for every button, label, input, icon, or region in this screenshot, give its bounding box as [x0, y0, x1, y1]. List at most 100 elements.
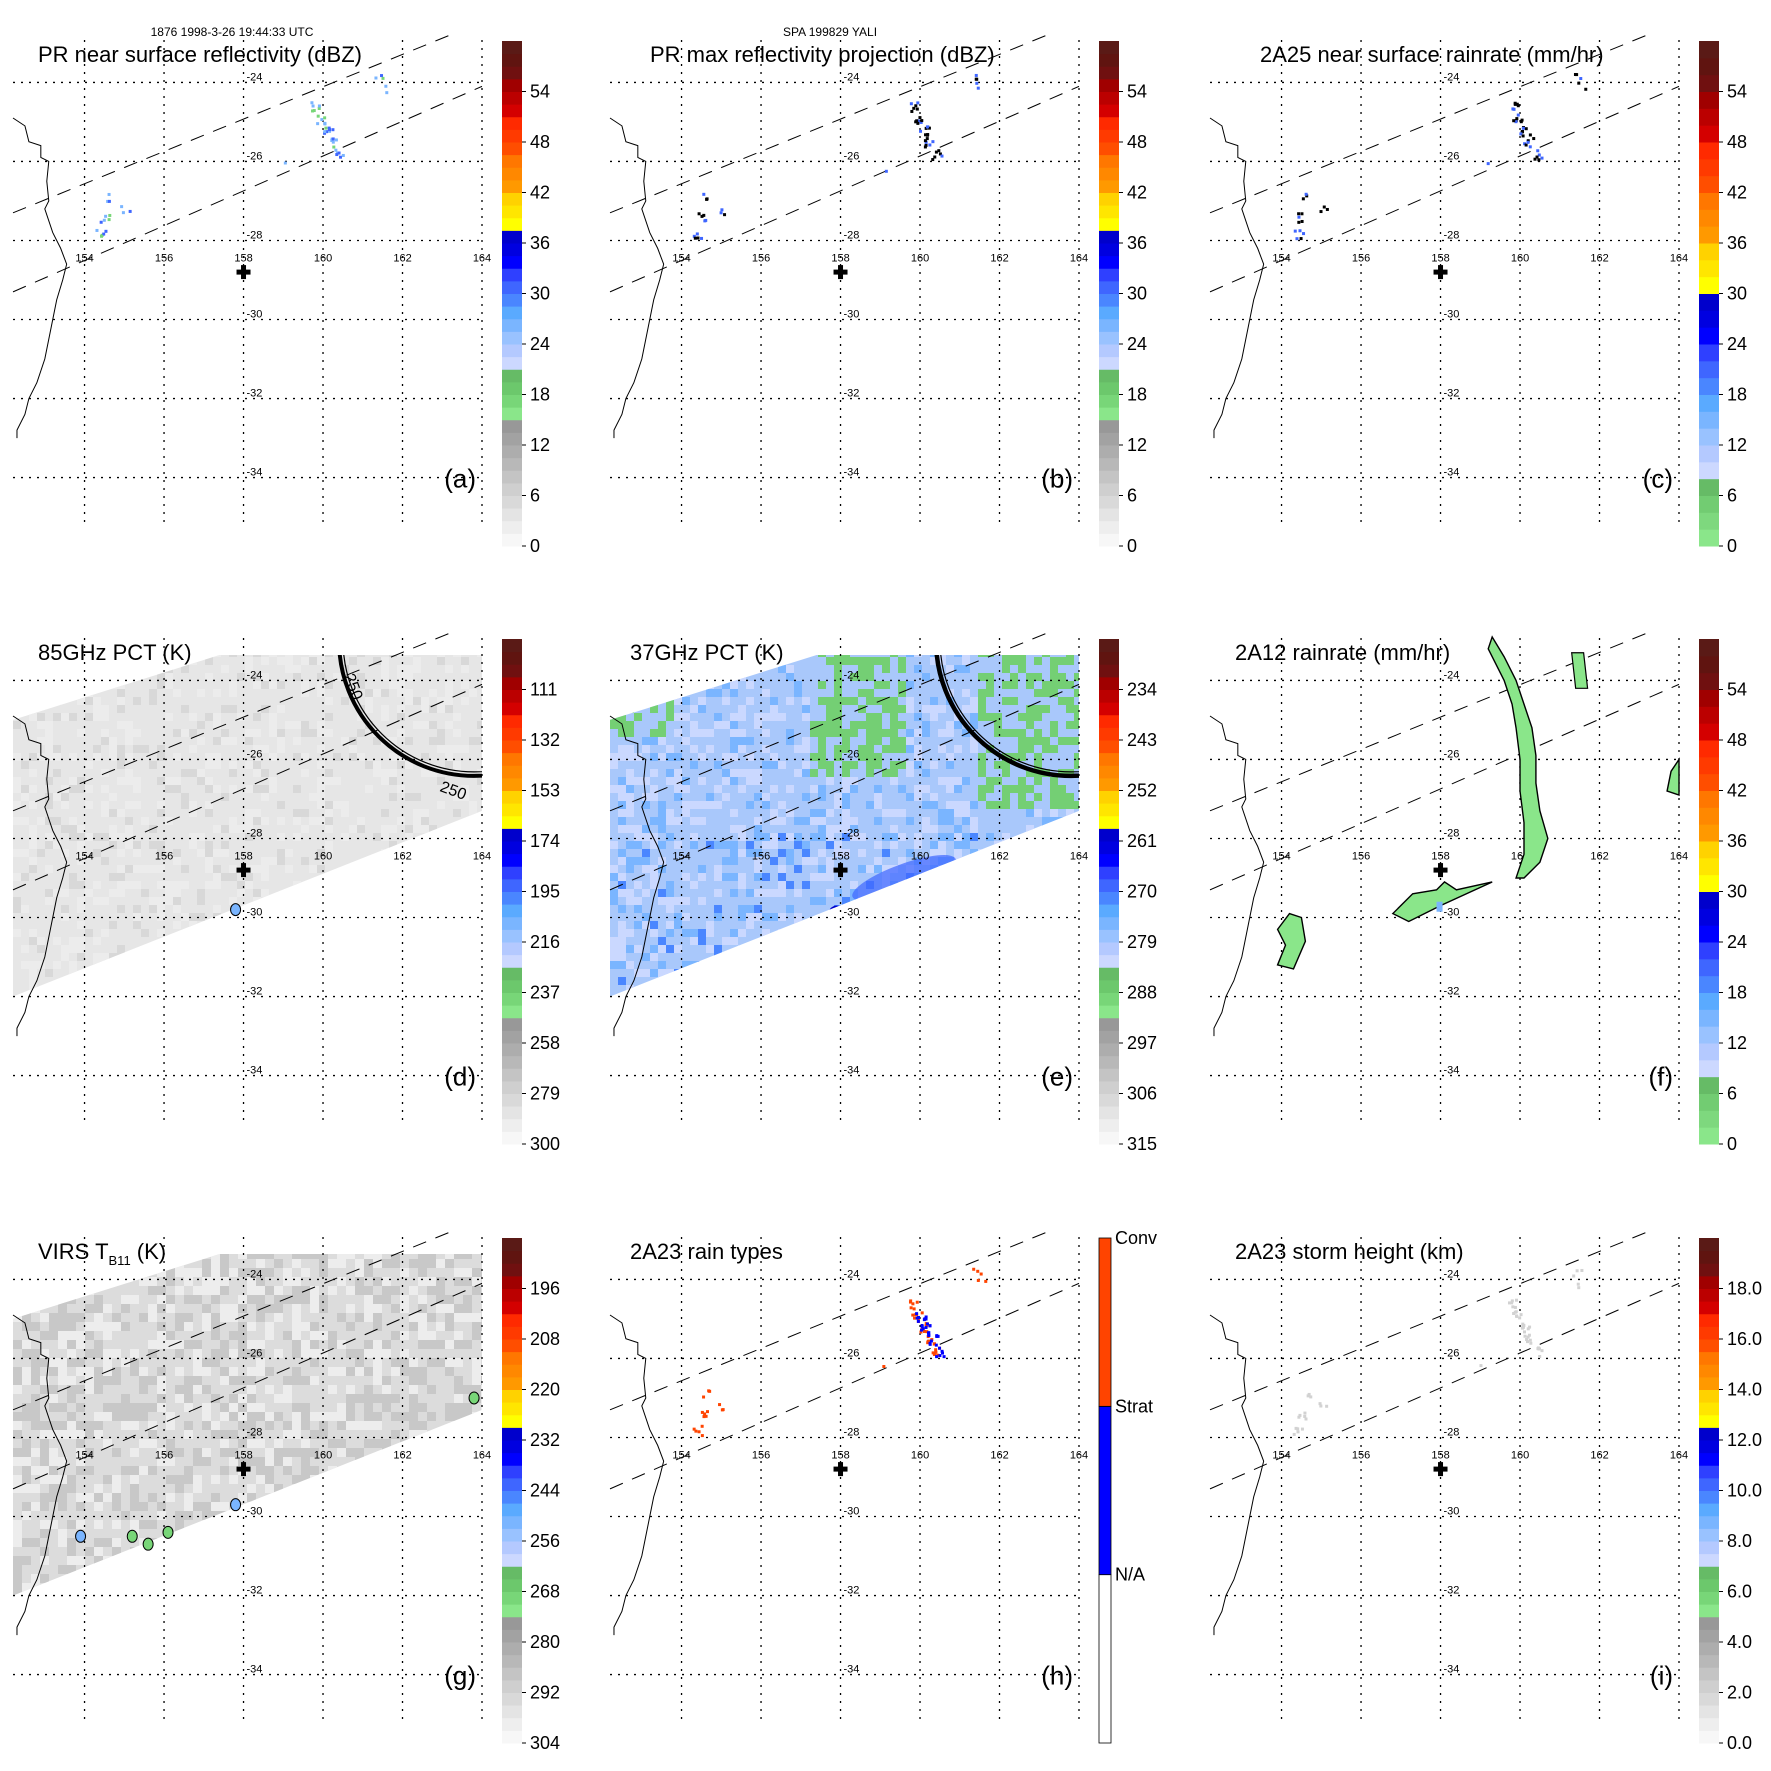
colorbar-tick-label: 18 [1727, 385, 1747, 405]
colorbar-tick-label: 48 [1727, 132, 1747, 152]
colorbar-segment [1699, 672, 1719, 690]
lat-tick-label: -34 [247, 1065, 263, 1077]
rain-type-conv [913, 1316, 917, 1320]
colorbar-tick-label: 306 [1127, 1084, 1157, 1104]
colorbar-segment [1699, 1263, 1719, 1277]
colorbar-tick-label: 297 [1127, 1033, 1157, 1053]
colorbar: 0 6 12 18 24 30 36 42 48 54 [502, 41, 550, 556]
panel-label: (h) [1041, 1661, 1073, 1691]
colorbar-segment [502, 1566, 522, 1580]
colorbar-segment [1699, 1490, 1719, 1504]
colorbar-segment [502, 1030, 522, 1044]
lat-tick-label: -30 [1444, 309, 1460, 321]
colorbar-segment [1699, 1339, 1719, 1353]
colorbar-segment [1699, 639, 1719, 657]
lat-tick-label: -32 [1444, 986, 1460, 998]
colorbar-segment [1699, 790, 1719, 808]
colorbar-tick-label: 48 [1727, 730, 1747, 750]
colorbar-segment [1699, 1076, 1719, 1094]
colorbar-segment [1699, 958, 1719, 977]
colorbar-segment [502, 942, 522, 956]
cold-cloud [126, 1529, 138, 1543]
storm-center-cross-icon [1433, 863, 1448, 878]
rain-type-conv [925, 1330, 929, 1334]
colorbar-segment [1699, 1679, 1719, 1693]
colorbar-tick-label: 261 [1127, 831, 1157, 851]
rain-type-conv [934, 1350, 938, 1354]
lat-tick-label: -24 [247, 669, 263, 681]
rain-pixel [909, 102, 913, 106]
colorbar-segment [502, 979, 522, 993]
rain-pixel [283, 161, 287, 165]
panel-label: (d) [444, 1062, 476, 1092]
rain-pixel [1537, 158, 1541, 162]
colorbar-segment [502, 116, 522, 130]
colorbar-segment [1099, 179, 1119, 193]
lon-tick-label: 164 [473, 1449, 491, 1461]
colorbar-segment [1099, 445, 1119, 459]
rain-type-conv [704, 1414, 708, 1418]
colorbar-segment [1099, 777, 1119, 791]
lon-tick-label: 154 [1272, 252, 1290, 264]
colorbar-segment [1699, 41, 1719, 59]
rain-pixel [915, 119, 919, 123]
rain-pixel [916, 119, 920, 123]
colorbar-segment [502, 1043, 522, 1057]
colorbar-segment [502, 78, 522, 92]
colorbar-segment [1699, 529, 1719, 547]
colorbar-tick-label: 315 [1127, 1134, 1157, 1154]
rain-pixel [310, 101, 314, 105]
rain-pixel [106, 199, 110, 203]
storm-center-cross-icon [833, 863, 848, 878]
panel-title: 2A12 rainrate (mm/hr) [1235, 640, 1450, 665]
colorbar-segment [1699, 1705, 1719, 1719]
colorbar-tick-label: 0 [1127, 536, 1137, 556]
colorbar-segment [502, 1642, 522, 1656]
lon-tick-label: 156 [155, 850, 173, 862]
panel-a: 154 156 158 160 162 164 -24 -26 -28 -30 -32 -34 PR n… [12, 34, 550, 556]
colorbar-segment [1099, 752, 1119, 766]
colorbar-segment [1099, 381, 1119, 395]
rain-pixel [915, 107, 919, 111]
rain-pixel [324, 126, 328, 130]
colorbar-segment [502, 1477, 522, 1491]
panel-i: 154 156 158 160 162 164 -24 -26 -28 -30 -32 -34 2A23… [1209, 1231, 1762, 1753]
swath-fill [13, 1254, 482, 1596]
rain-pixel [703, 219, 707, 223]
colorbar-segment [1699, 1127, 1719, 1145]
colorbar-segment [1699, 740, 1719, 758]
colorbar-segment [1099, 866, 1119, 880]
colorbar-segment [1699, 1477, 1719, 1491]
rain-type-strat [916, 1319, 920, 1323]
colorbar-segment [1099, 942, 1119, 956]
pr-swath-edge [609, 34, 1048, 214]
colorbar-segment [1099, 1005, 1119, 1019]
lat-tick-label: -30 [1444, 907, 1460, 919]
colorbar-segment [1699, 276, 1719, 294]
rain-pixel [938, 152, 942, 156]
colorbar-segment [1099, 1030, 1119, 1044]
lat-tick-label: -26 [247, 748, 263, 760]
colorbar-tick-label: 208 [530, 1329, 560, 1349]
colorbar-segment [1099, 53, 1119, 67]
colorbar-tick-label: 36 [1727, 233, 1747, 253]
colorbar-tick-label: 36 [1727, 831, 1747, 851]
colorbar-category-label: N/A [1115, 1565, 1145, 1585]
colorbar: 0.0 2.0 4.0 6.0 8.0 10.0 12.0 14.0 16.0 18.0 [1699, 1238, 1762, 1753]
colorbar-segment [502, 1692, 522, 1706]
storm-height-pixel [1528, 1325, 1532, 1329]
lat-tick-label: -28 [1444, 827, 1460, 839]
colorbar-segment [1099, 243, 1119, 257]
colorbar-tick-label: 268 [530, 1582, 560, 1602]
panel-title: 2A23 storm height (km) [1235, 1239, 1464, 1264]
colorbar-segment [502, 104, 522, 118]
panel-grid: 154 156 158 160 162 164 -24 -26 -28 -30 -32 -34 PR n… [12, 34, 1762, 1753]
colorbar-tick-label: 14.0 [1727, 1380, 1762, 1400]
lat-tick-label: -30 [844, 907, 860, 919]
colorbar-segment [502, 790, 522, 804]
colorbar-tick-label: 292 [530, 1683, 560, 1703]
colorbar-segment [1699, 655, 1719, 674]
colorbar-segment [1098, 1574, 1112, 1744]
rain-pixel [974, 77, 978, 81]
colorbar-tick-label: 42 [1727, 183, 1747, 203]
